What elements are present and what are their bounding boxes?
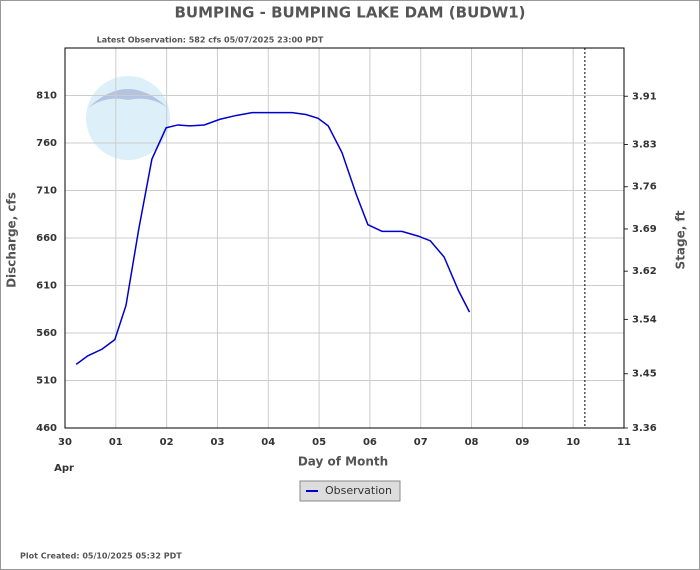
y2-tick-label: 3.76	[632, 182, 657, 193]
y2-tick-label: 3.36	[632, 423, 657, 434]
x-tick-label: 11	[617, 437, 631, 448]
y2-tick-label: 3.45	[632, 369, 657, 380]
y-axis-title: Discharge, cfs	[5, 192, 19, 288]
y-tick-label: 560	[36, 328, 57, 339]
subtitle: Latest Observation: 582 cfs 05/07/2025 2…	[97, 36, 324, 45]
legend-label: Observation	[325, 484, 392, 497]
y2-axis-title: Stage, ft	[674, 210, 688, 269]
x-tick-label: 04	[261, 437, 275, 448]
legend	[299, 480, 401, 502]
y2-tick-label: 3.69	[632, 224, 657, 235]
y-tick-label: 660	[36, 233, 57, 244]
footer: Plot Created: 05/10/2025 05:32 PDT	[20, 552, 182, 561]
plot-area	[64, 47, 625, 429]
y2-tick-label: 3.54	[632, 314, 657, 325]
y2-tick-label: 3.83	[632, 140, 657, 151]
x-tick-label: 30	[58, 437, 72, 448]
y-tick-label: 510	[36, 376, 57, 387]
y2-tick-label: 3.91	[632, 91, 657, 102]
y2-tick-label: 3.62	[632, 266, 657, 277]
chart-title: BUMPING - BUMPING LAKE DAM (BUDW1)	[174, 4, 525, 22]
x-tick-label: 03	[210, 437, 224, 448]
logo-watermark	[86, 76, 170, 160]
y-tick-label: 460	[36, 423, 57, 434]
x-tick-label: 02	[160, 437, 174, 448]
x-tick-label: 05	[312, 437, 326, 448]
x-tick-label: 09	[515, 437, 529, 448]
x-tick-label: 06	[363, 437, 377, 448]
y-tick-label: 760	[36, 138, 57, 149]
x-sub-label: Apr	[54, 463, 74, 474]
x-tick-label: 07	[414, 437, 428, 448]
y-tick-label: 810	[36, 91, 57, 102]
x-tick-label: 01	[109, 437, 123, 448]
y-tick-label: 610	[36, 281, 57, 292]
x-tick-label: 08	[465, 437, 479, 448]
x-tick-label: 10	[566, 437, 580, 448]
series-line	[75, 111, 471, 365]
y-tick-label: 710	[36, 186, 57, 197]
x-axis-title: Day of Month	[298, 455, 388, 469]
